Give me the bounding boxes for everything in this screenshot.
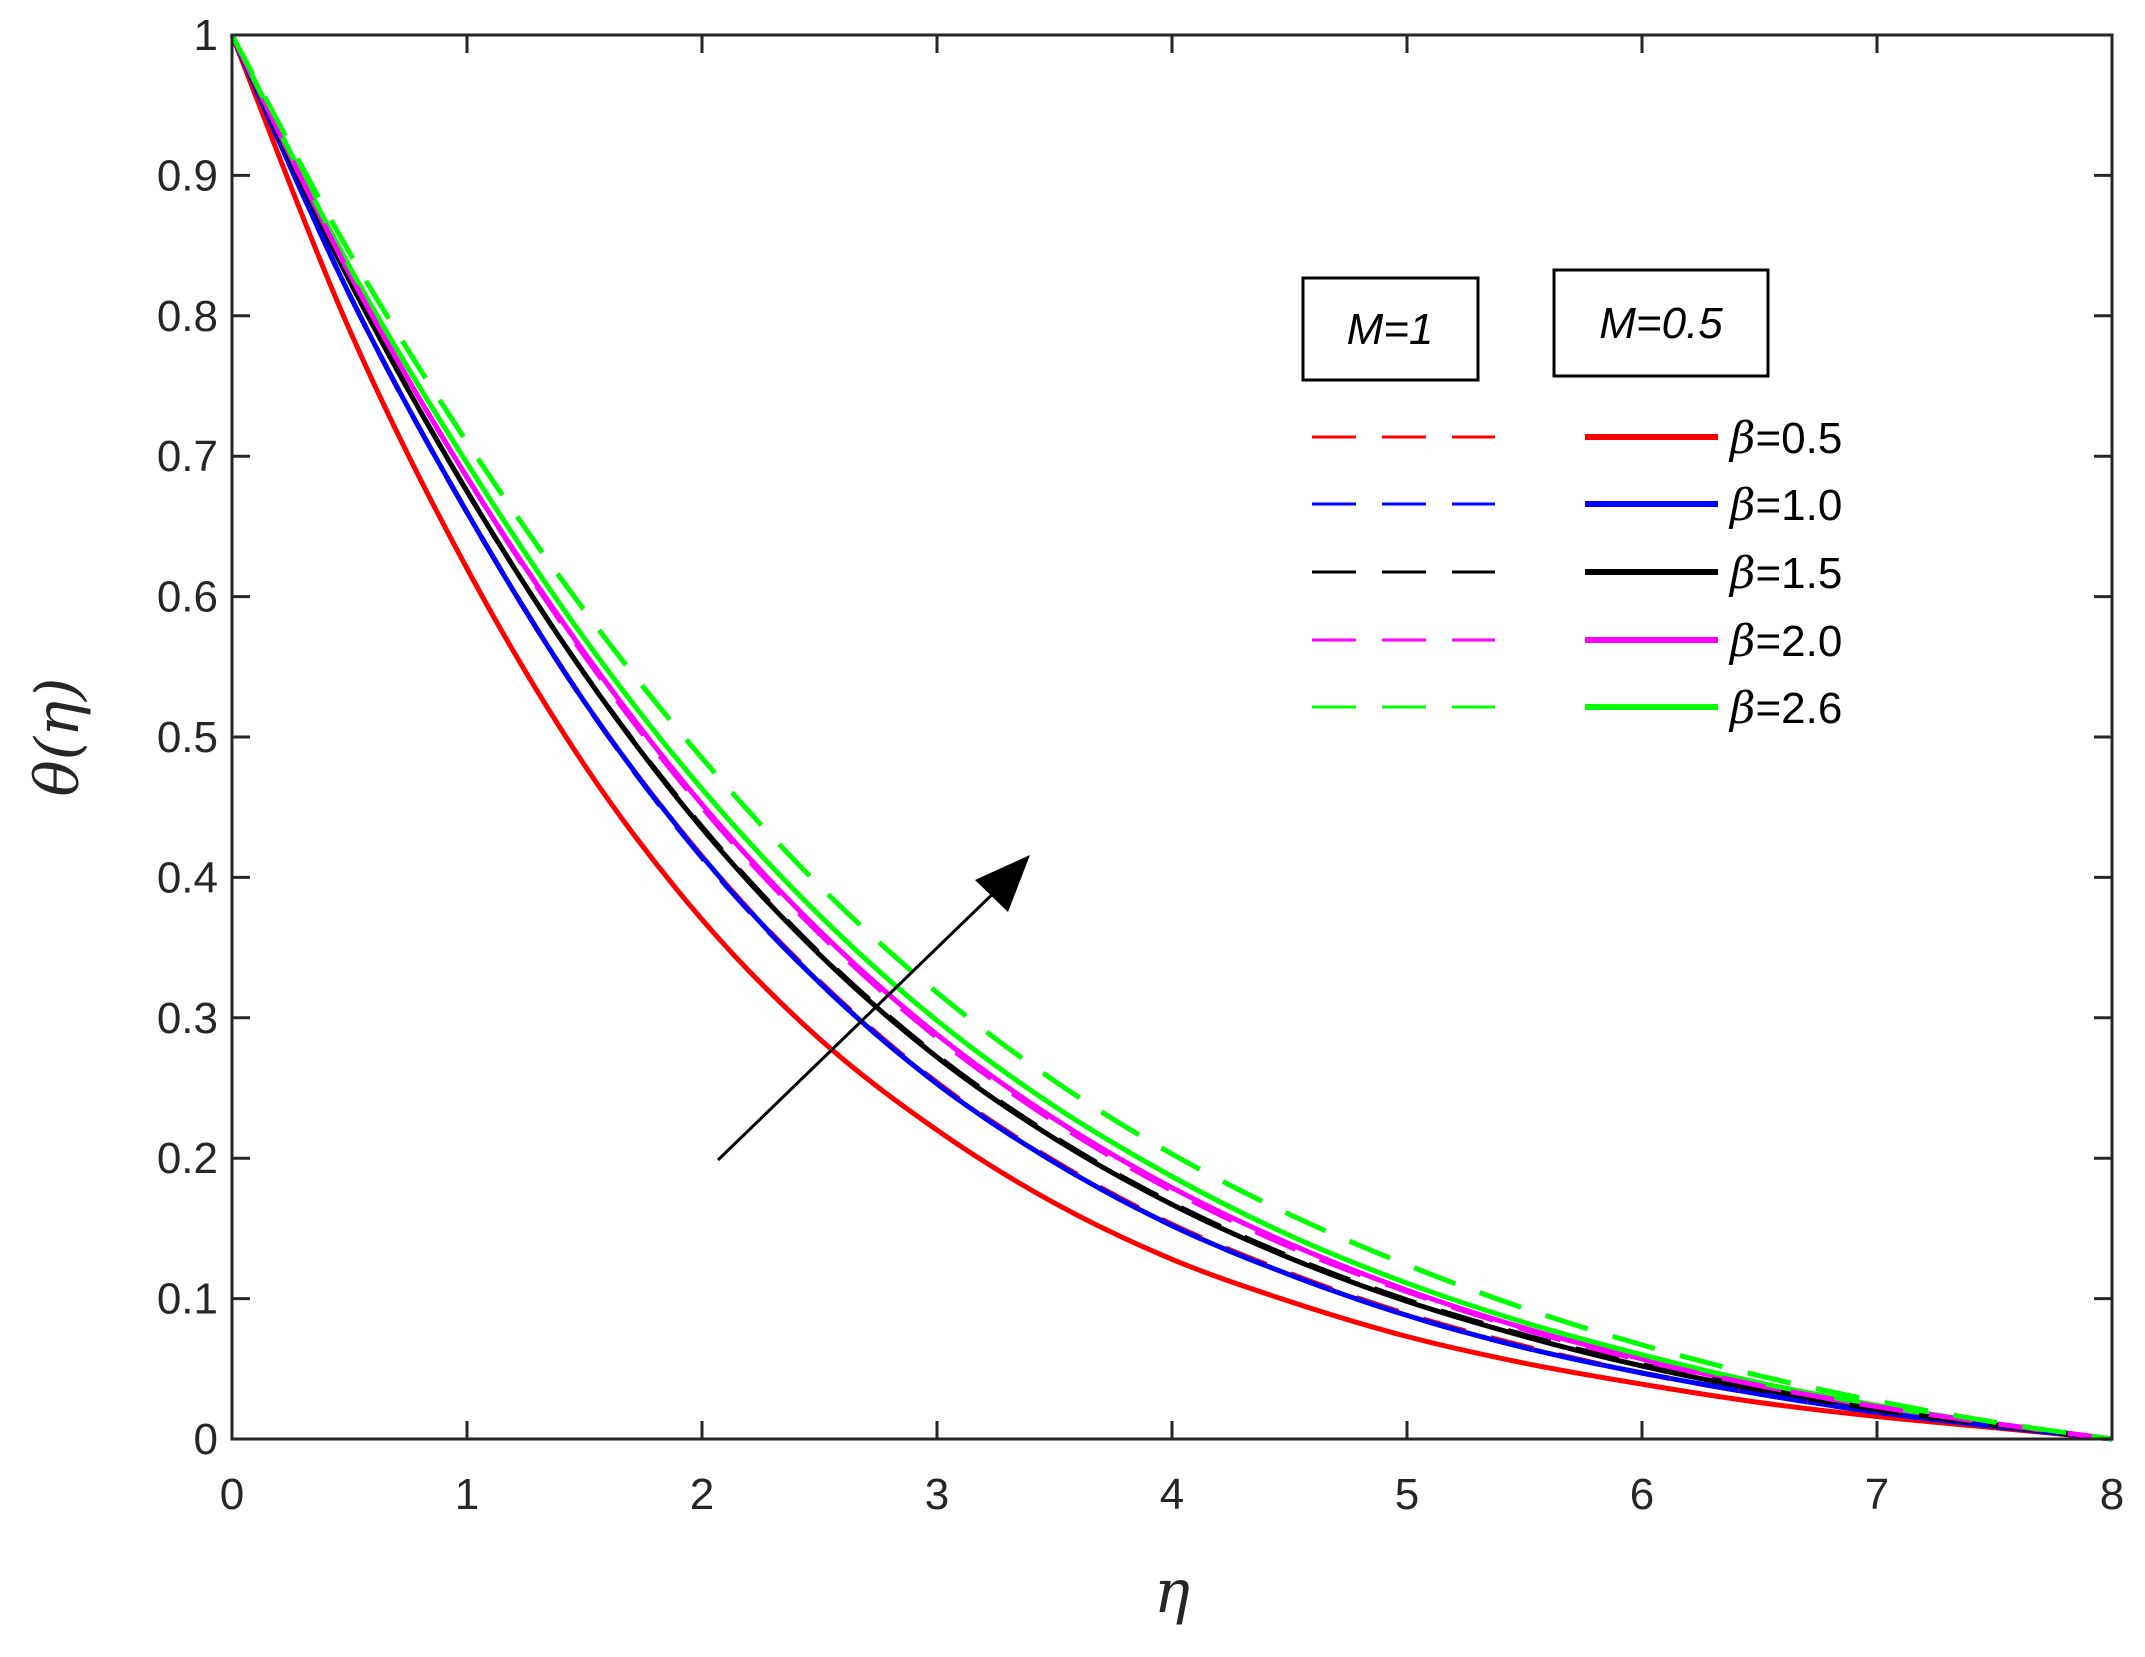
y-tick-label: 0: [194, 1415, 218, 1464]
y-tick-label: 1: [194, 11, 218, 60]
y-tick-label: 0.1: [157, 1275, 218, 1324]
legend-label: β=1.0: [1728, 480, 1842, 531]
y-tick-label: 0.6: [157, 573, 218, 622]
x-tick-label: 2: [690, 1470, 714, 1519]
annotation-layer: [716, 855, 1030, 1162]
legend-label: β=2.0: [1728, 616, 1842, 667]
legend-group-box-m05: [1552, 268, 1770, 378]
y-tick-label: 0.8: [157, 292, 218, 341]
series-line-m05-ff0000: [229, 34, 2113, 1442]
x-tick-label: 3: [925, 1470, 949, 1519]
x-tick-label: 8: [2100, 1470, 2124, 1519]
y-tick-label: 0.9: [157, 151, 218, 200]
series-line-m1-0000ff: [229, 33, 2113, 1442]
x-tick-label: 0: [220, 1470, 244, 1519]
legend-layer: M=1 M=0.5 β=0.5 β=1.0 β=1.5 β=2.0 β=2.6: [1301, 268, 1842, 734]
curves-layer: [229, 33, 2113, 1442]
legend-group-title-m05: M=0.5: [1599, 299, 1723, 348]
series-line-m1-ff00ff: [229, 33, 2113, 1442]
y-tick-label: 0.2: [157, 1134, 218, 1183]
legend-group-title-m1: M=1: [1347, 305, 1434, 354]
series-line-m1-00ff00: [229, 33, 2113, 1442]
series-line-m05-00ff00: [229, 33, 2113, 1442]
y-tick-label: 0.7: [157, 432, 218, 481]
annotation-arrow-shaft: [716, 880, 1007, 1162]
legend-label: β=0.5: [1728, 413, 1842, 464]
y-tick-label: 0.5: [157, 713, 218, 762]
legend-label: β=2.6: [1728, 683, 1842, 734]
legend-label: β=1.5: [1728, 548, 1842, 599]
y-tick-label: 0.3: [157, 994, 218, 1043]
x-tick-label: 6: [1630, 1470, 1654, 1519]
annotation-arrow-head: [975, 855, 1030, 912]
series-line-m1-000000: [229, 33, 2113, 1442]
y-axis-label: θ(η): [23, 678, 93, 797]
x-tick-label: 4: [1160, 1470, 1184, 1519]
x-tick-label: 1: [455, 1470, 479, 1519]
x-tick-label: 5: [1395, 1470, 1419, 1519]
y-tick-label: 0.4: [157, 853, 218, 902]
axes-layer: 0 1 2 3 4 5 6 7 8 0 0.1 0.2 0.3 0.4 0.5 0.6 0.7 0.8 0.9 1 η θ…: [23, 11, 2124, 1627]
x-axis-label: η: [1154, 1557, 1190, 1627]
legend-group-box-m1: [1301, 276, 1480, 382]
x-tick-label: 7: [1865, 1470, 1889, 1519]
